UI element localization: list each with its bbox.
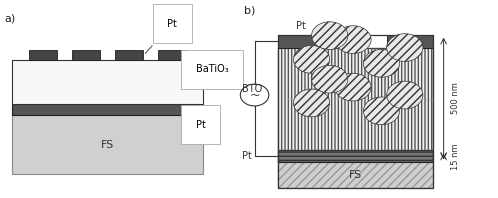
FancyBboxPatch shape (278, 48, 433, 150)
Ellipse shape (335, 73, 371, 101)
Text: ~: ~ (249, 89, 260, 102)
FancyBboxPatch shape (12, 60, 203, 104)
FancyBboxPatch shape (29, 50, 57, 60)
Text: b): b) (244, 6, 255, 16)
FancyBboxPatch shape (278, 150, 433, 162)
Ellipse shape (364, 97, 399, 125)
FancyBboxPatch shape (12, 115, 203, 174)
FancyBboxPatch shape (115, 50, 143, 60)
FancyBboxPatch shape (72, 50, 101, 60)
Text: BTO: BTO (242, 84, 262, 94)
FancyBboxPatch shape (158, 50, 186, 60)
Text: Pt: Pt (145, 19, 177, 53)
Ellipse shape (312, 65, 348, 93)
FancyBboxPatch shape (12, 104, 203, 115)
Text: FS: FS (349, 170, 362, 180)
Text: a): a) (5, 14, 16, 24)
Text: BaTiO₃: BaTiO₃ (196, 64, 229, 84)
FancyBboxPatch shape (278, 162, 433, 188)
Ellipse shape (335, 26, 371, 53)
Ellipse shape (386, 81, 423, 109)
Text: 500 nm: 500 nm (451, 83, 460, 114)
Ellipse shape (386, 34, 423, 61)
Ellipse shape (312, 22, 348, 50)
Ellipse shape (293, 46, 330, 73)
Text: 15 nm: 15 nm (451, 143, 460, 170)
Text: Pt: Pt (242, 151, 251, 161)
FancyBboxPatch shape (386, 35, 433, 48)
Text: Pt: Pt (196, 113, 206, 130)
Text: Pt: Pt (296, 21, 306, 31)
Ellipse shape (364, 50, 399, 77)
Ellipse shape (293, 89, 330, 117)
Text: FS: FS (101, 140, 114, 149)
FancyBboxPatch shape (278, 35, 325, 48)
